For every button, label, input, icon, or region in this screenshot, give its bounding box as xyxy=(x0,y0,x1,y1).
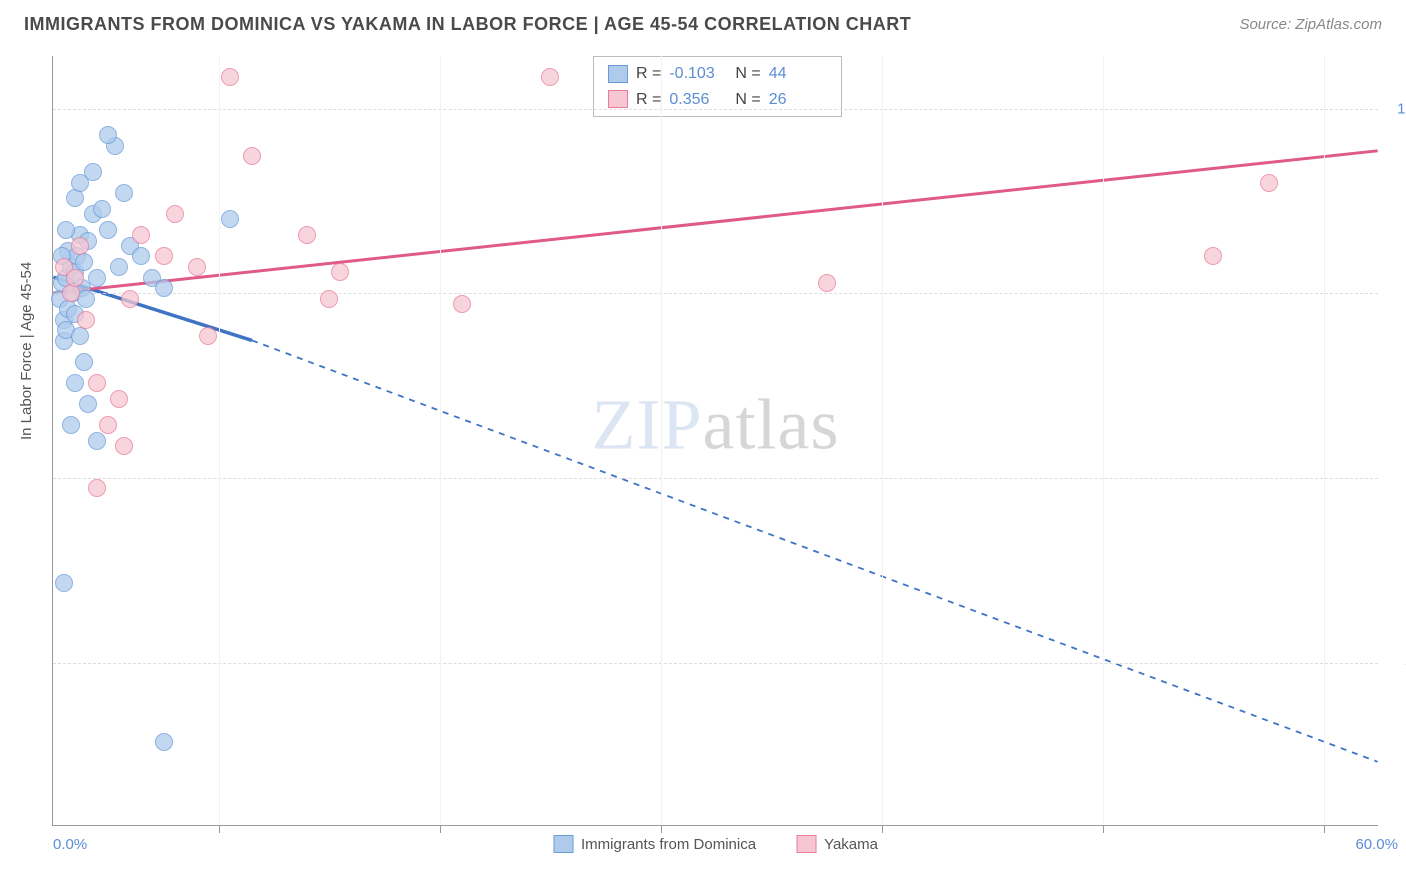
data-point xyxy=(1260,174,1278,192)
legend-item-2: Yakama xyxy=(796,835,878,853)
data-point xyxy=(155,247,173,265)
x-tick xyxy=(882,825,883,833)
legend-item-1: Immigrants from Dominica xyxy=(553,835,756,853)
data-point xyxy=(320,290,338,308)
gridline-h xyxy=(53,478,1378,479)
stats-row-1: R = -0.103 N = 44 xyxy=(608,61,827,87)
trend-lines xyxy=(53,56,1378,825)
data-point xyxy=(115,437,133,455)
y-tick-label: 47.5% xyxy=(1388,654,1406,671)
x-tick xyxy=(219,825,220,833)
data-point xyxy=(331,263,349,281)
data-point xyxy=(77,311,95,329)
data-point xyxy=(55,574,73,592)
x-max-label: 60.0% xyxy=(1355,836,1398,853)
scatter-chart: ZIPatlas R = -0.103 N = 44 R = 0.356 N =… xyxy=(52,56,1378,826)
x-tick xyxy=(661,825,662,833)
data-point xyxy=(99,416,117,434)
y-axis-label: In Labor Force | Age 45-54 xyxy=(18,262,35,440)
gridline-v xyxy=(219,56,220,825)
data-point xyxy=(99,221,117,239)
data-point xyxy=(1204,247,1222,265)
r-value-1: -0.103 xyxy=(669,61,727,87)
legend-label-2: Yakama xyxy=(824,836,878,853)
data-point xyxy=(155,733,173,751)
gridline-v xyxy=(661,56,662,825)
gridline-h xyxy=(53,109,1378,110)
data-point xyxy=(243,147,261,165)
n-value-1: 44 xyxy=(769,61,827,87)
data-point xyxy=(818,274,836,292)
data-point xyxy=(66,269,84,287)
data-point xyxy=(121,290,139,308)
data-point xyxy=(221,210,239,228)
y-tick-label: 65.0% xyxy=(1388,469,1406,486)
data-point xyxy=(110,258,128,276)
gridline-v xyxy=(882,56,883,825)
data-point xyxy=(71,327,89,345)
data-point xyxy=(62,416,80,434)
data-point xyxy=(99,126,117,144)
data-point xyxy=(66,374,84,392)
data-point xyxy=(71,174,89,192)
data-point xyxy=(88,374,106,392)
data-point xyxy=(166,205,184,223)
legend-swatch-1 xyxy=(553,835,573,853)
data-point xyxy=(77,290,95,308)
swatch-series-1 xyxy=(608,65,628,83)
data-point xyxy=(79,395,97,413)
swatch-series-2 xyxy=(608,90,628,108)
data-point xyxy=(88,269,106,287)
gridline-h xyxy=(53,663,1378,664)
x-tick xyxy=(440,825,441,833)
gridline-v xyxy=(1324,56,1325,825)
data-point xyxy=(199,327,217,345)
x-min-label: 0.0% xyxy=(53,836,87,853)
data-point xyxy=(88,479,106,497)
data-point xyxy=(71,237,89,255)
chart-title: IMMIGRANTS FROM DOMINICA VS YAKAMA IN LA… xyxy=(24,14,911,35)
gridline-v xyxy=(1103,56,1104,825)
data-point xyxy=(453,295,471,313)
data-point xyxy=(115,184,133,202)
data-point xyxy=(110,390,128,408)
data-point xyxy=(93,200,111,218)
data-point xyxy=(88,432,106,450)
data-point xyxy=(62,284,80,302)
chart-header: IMMIGRANTS FROM DOMINICA VS YAKAMA IN LA… xyxy=(0,0,1406,45)
data-point xyxy=(298,226,316,244)
data-point xyxy=(66,189,84,207)
y-tick-label: 82.5% xyxy=(1388,285,1406,302)
data-point xyxy=(132,247,150,265)
n-label-1: N = xyxy=(735,61,760,87)
x-tick xyxy=(1324,825,1325,833)
data-point xyxy=(155,279,173,297)
data-point xyxy=(75,353,93,371)
legend-swatch-2 xyxy=(796,835,816,853)
bottom-legend: Immigrants from Dominica Yakama xyxy=(553,835,878,853)
chart-source: Source: ZipAtlas.com xyxy=(1239,16,1382,33)
data-point xyxy=(57,221,75,239)
data-point xyxy=(541,68,559,86)
y-tick-label: 100.0% xyxy=(1388,100,1406,117)
legend-label-1: Immigrants from Dominica xyxy=(581,836,756,853)
data-point xyxy=(188,258,206,276)
x-tick xyxy=(1103,825,1104,833)
gridline-v xyxy=(440,56,441,825)
data-point xyxy=(132,226,150,244)
r-label-1: R = xyxy=(636,61,661,87)
data-point xyxy=(221,68,239,86)
gridline-h xyxy=(53,293,1378,294)
